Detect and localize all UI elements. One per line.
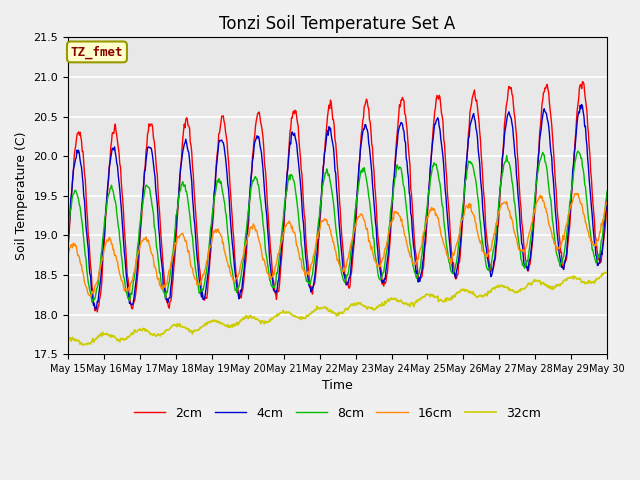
Line: 32cm: 32cm <box>68 272 607 345</box>
32cm <box>604 269 611 275</box>
16cm <box>404 244 412 250</box>
4cm <box>213 156 221 162</box>
Text: TZ_fmet: TZ_fmet <box>71 45 124 59</box>
2cm <box>404 136 412 142</box>
8cm <box>185 204 193 209</box>
32cm <box>74 337 82 343</box>
16cm <box>185 248 193 253</box>
4cm <box>185 149 193 155</box>
Y-axis label: Soil Temperature (C): Soil Temperature (C) <box>15 132 28 260</box>
8cm <box>74 194 82 200</box>
4cm <box>92 306 100 312</box>
2cm <box>420 264 428 270</box>
2cm <box>185 123 193 129</box>
4cm <box>420 256 428 262</box>
16cm <box>64 250 72 255</box>
4cm <box>74 150 82 156</box>
2cm <box>93 309 101 315</box>
2cm <box>74 131 82 136</box>
32cm <box>64 334 72 339</box>
16cm <box>574 191 582 196</box>
32cm <box>213 319 221 325</box>
Title: Tonzi Soil Temperature Set A: Tonzi Soil Temperature Set A <box>220 15 456 33</box>
4cm <box>404 169 412 175</box>
16cm <box>213 227 221 233</box>
16cm <box>74 253 82 259</box>
X-axis label: Time: Time <box>322 379 353 392</box>
4cm <box>130 295 138 300</box>
8cm <box>88 300 96 305</box>
2cm <box>64 243 72 249</box>
8cm <box>213 178 221 183</box>
Line: 4cm: 4cm <box>68 105 607 309</box>
2cm <box>130 299 138 305</box>
32cm <box>79 342 87 348</box>
4cm <box>578 102 586 108</box>
Line: 2cm: 2cm <box>68 82 607 312</box>
8cm <box>404 218 412 224</box>
2cm <box>579 79 586 84</box>
8cm <box>64 232 72 238</box>
Line: 16cm: 16cm <box>68 193 607 296</box>
32cm <box>420 295 428 300</box>
16cm <box>420 230 428 236</box>
32cm <box>404 302 412 308</box>
Line: 8cm: 8cm <box>68 151 607 302</box>
32cm <box>130 328 138 334</box>
2cm <box>213 150 221 156</box>
8cm <box>130 276 138 282</box>
2cm <box>604 191 611 196</box>
16cm <box>86 293 94 299</box>
8cm <box>574 148 582 154</box>
4cm <box>64 240 72 246</box>
16cm <box>130 269 138 275</box>
8cm <box>420 234 428 240</box>
16cm <box>604 198 611 204</box>
8cm <box>604 188 611 194</box>
32cm <box>185 326 193 332</box>
Legend: 2cm, 4cm, 8cm, 16cm, 32cm: 2cm, 4cm, 8cm, 16cm, 32cm <box>129 402 546 424</box>
4cm <box>604 191 611 196</box>
